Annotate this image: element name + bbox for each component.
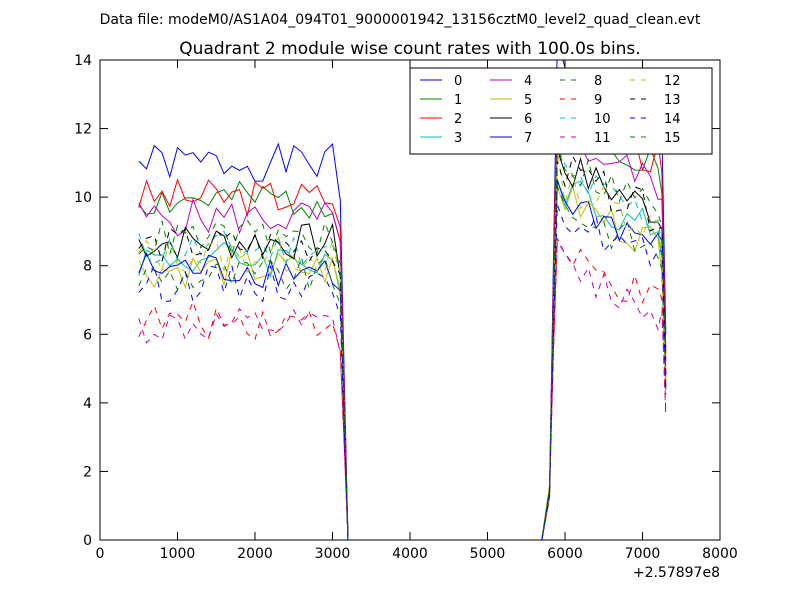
legend-label-11: 11 <box>594 131 611 146</box>
legend-label-7: 7 <box>524 131 532 146</box>
x-axis-offset-label: +2.57897e8 <box>633 565 720 581</box>
x-tick-label: 5000 <box>470 546 506 562</box>
series-line-4 <box>138 125 667 540</box>
legend-label-1: 1 <box>454 93 462 108</box>
legend-label-12: 12 <box>664 74 681 89</box>
x-tick-label: 1000 <box>160 546 196 562</box>
series-line-14 <box>138 204 667 540</box>
legend-label-0: 0 <box>454 74 462 89</box>
series-layer <box>138 60 667 540</box>
y-tick-label: 14 <box>74 53 92 69</box>
plot-border <box>99 59 721 541</box>
legend-label-8: 8 <box>594 74 602 89</box>
y-tick-label: 10 <box>74 190 92 206</box>
series-line-13 <box>138 155 667 540</box>
series-line-8 <box>138 186 667 540</box>
legend-label-2: 2 <box>454 112 462 127</box>
chart-suptitle: Data file: modeM0/AS1A04_094T01_90000019… <box>100 12 701 28</box>
legend-label-13: 13 <box>664 93 681 108</box>
legend-label-3: 3 <box>454 131 462 146</box>
x-tick-label: 0 <box>96 546 105 562</box>
legend-label-10: 10 <box>594 112 611 127</box>
legend-label-9: 9 <box>594 93 602 108</box>
chart-title: Quadrant 2 module wise count rates with … <box>179 39 640 59</box>
y-tick-label: 4 <box>83 396 92 412</box>
series-line-9 <box>138 238 667 540</box>
x-tick-label: 8000 <box>702 546 738 562</box>
legend-label-5: 5 <box>524 93 532 108</box>
legend-box <box>409 67 713 155</box>
y-tick-label: 8 <box>83 259 92 275</box>
axis-ticks: 0 1000 2000 3000 4000 5000 6000 7000 80000246810… <box>74 53 738 562</box>
y-tick-label: 6 <box>83 327 92 343</box>
y-tick-label: 12 <box>74 122 92 138</box>
legend-label-14: 14 <box>664 112 681 127</box>
series-line-15 <box>138 146 667 540</box>
legend-label-4: 4 <box>524 74 532 89</box>
x-tick-label: 4000 <box>392 546 428 562</box>
y-tick-label: 2 <box>83 464 92 480</box>
x-tick-label: 3000 <box>315 546 351 562</box>
x-tick-label: 2000 <box>237 546 273 562</box>
x-tick-label: 7000 <box>625 546 661 562</box>
y-tick-label: 0 <box>83 533 92 549</box>
legend-label-6: 6 <box>524 112 532 127</box>
legend-label-15: 15 <box>664 131 681 146</box>
x-tick-label: 6000 <box>547 546 583 562</box>
